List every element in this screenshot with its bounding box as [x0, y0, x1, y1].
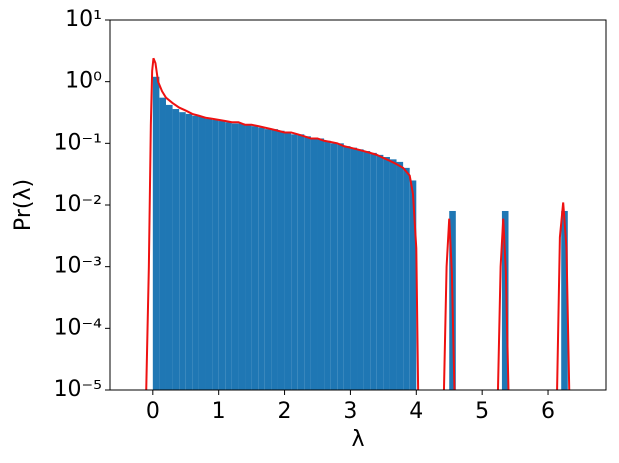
x-tick-label: 2: [278, 399, 292, 424]
bar: [291, 134, 298, 390]
bar: [231, 123, 239, 390]
bar: [409, 180, 417, 390]
y-tick-label: 10⁻⁴: [54, 315, 103, 340]
bar: [357, 149, 364, 390]
bar: [152, 76, 160, 390]
bar: [172, 109, 180, 390]
bar: [264, 129, 272, 390]
density-line: [145, 57, 571, 390]
bar: [251, 126, 259, 390]
bar: [277, 130, 285, 390]
bar: [185, 113, 193, 390]
bar: [238, 123, 246, 390]
bar: [389, 159, 397, 390]
plot-area: [145, 57, 571, 390]
bar: [205, 118, 213, 390]
bar: [310, 138, 318, 390]
x-tick-label: 4: [409, 399, 423, 424]
y-tick-label: 10¹: [65, 7, 102, 32]
bar: [284, 132, 292, 390]
bar: [396, 161, 404, 390]
x-tick-label: 3: [343, 399, 357, 424]
bar: [212, 119, 219, 390]
bar: [343, 146, 351, 390]
x-tick-label: 0: [146, 399, 160, 424]
bar: [330, 143, 338, 390]
y-axis-label: Pr(λ): [11, 179, 36, 231]
bar: [192, 115, 199, 390]
bar: [350, 147, 358, 390]
x-tick-label: 6: [541, 399, 555, 424]
bar: [245, 124, 252, 390]
bar: [179, 112, 186, 390]
bar: [376, 154, 384, 390]
bar: [297, 134, 305, 390]
bar: [304, 136, 311, 390]
bar: [165, 104, 173, 390]
x-axis-label: λ: [351, 427, 364, 452]
bar: [363, 151, 371, 390]
y-tick-label: 10⁻³: [54, 254, 102, 279]
bar: [198, 116, 206, 390]
x-tick-label: 1: [212, 399, 226, 424]
x-tick-label: 5: [475, 399, 489, 424]
bar: [561, 210, 568, 390]
bar: [403, 167, 410, 390]
y-tick-label: 10⁻⁵: [54, 377, 102, 402]
bar: [501, 210, 509, 390]
y-tick-label: 10⁻¹: [54, 130, 102, 155]
bar: [324, 140, 331, 390]
bar: [370, 152, 377, 390]
bar: [159, 97, 166, 390]
bar: [225, 122, 232, 390]
bar: [317, 138, 325, 390]
bar: [337, 143, 344, 390]
y-tick-label: 10⁰: [65, 69, 102, 94]
y-tick-label: 10⁻²: [54, 192, 102, 217]
bar: [258, 127, 265, 390]
bar: [218, 121, 226, 390]
bar: [271, 129, 278, 390]
bar: [383, 157, 390, 390]
